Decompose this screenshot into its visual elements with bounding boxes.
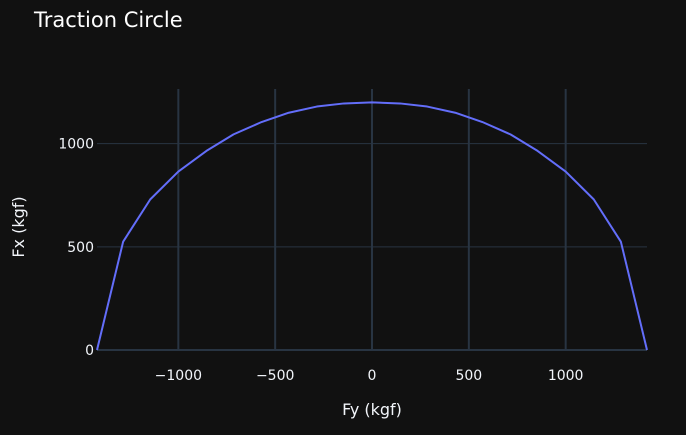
y-tick-labels: 0 500 1000 [58,137,94,359]
series-line [96,101,648,351]
x-axis-title: Fy (kgf) [342,400,402,419]
series-layer [96,101,648,351]
x-tick-label: 1000 [548,368,584,384]
grid-layer [97,89,647,351]
y-tick-label: 500 [67,240,94,256]
y-tick-label: 1000 [58,137,94,153]
x-tick-label: 500 [455,368,482,384]
x-tick-label: −500 [256,368,294,384]
y-axis-title: Fx (kgf) [9,196,28,257]
y-tick-label: 0 [85,343,94,359]
x-tick-label: 0 [368,368,377,384]
chart-title: Traction Circle [33,8,183,32]
x-tick-labels: −1000 −500 0 500 1000 [155,368,584,384]
x-tick-label: −1000 [155,368,202,384]
